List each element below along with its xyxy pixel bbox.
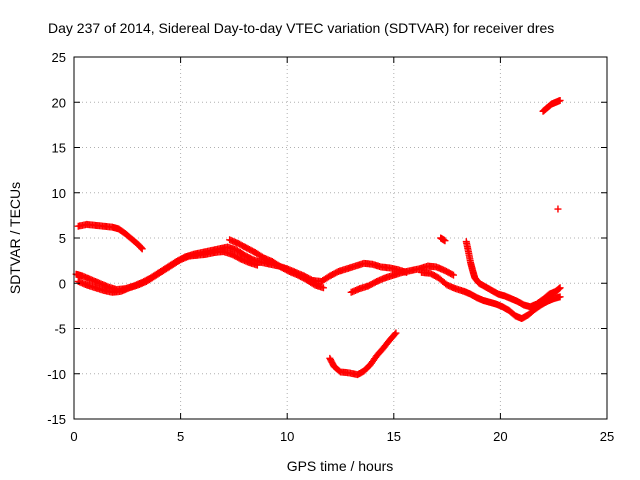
y-tick-label: 25 [52,50,66,65]
series-arc-7 [418,268,564,323]
x-tick-label: 15 [387,429,401,444]
y-axis-ticks: -15 -10 -5 0 5 10 15 20 25 [47,50,607,427]
data-point [391,330,399,338]
y-tick-label: 15 [52,141,66,156]
series-arc-4 [226,236,327,292]
y-tick-label: -15 [47,412,66,427]
data-point [319,284,327,292]
data-point [253,261,261,269]
x-tick-label: 0 [70,429,77,444]
grid [74,57,607,419]
x-tick-label: 20 [493,429,507,444]
x-tick-label: 10 [280,429,294,444]
x-tick-label: 25 [600,429,614,444]
series-arc-2 [74,248,261,296]
plot-frame [73,56,608,420]
data-point [554,205,562,213]
data-point [137,243,145,251]
x-tick-label: 5 [177,429,184,444]
y-tick-label: 0 [59,276,66,291]
data-point [138,244,146,252]
data-point [449,271,457,279]
data-point [138,245,146,253]
y-tick-label: -10 [47,367,66,382]
data-point [392,329,400,337]
y-tick-label: 5 [59,231,66,246]
series-arc-5 [326,329,400,379]
y-tick-label: -5 [54,322,66,337]
data-points [72,96,564,379]
x-axis-ticks: 0 5 10 15 20 25 [70,57,614,444]
data-point [448,270,456,278]
y-tick-label: 20 [52,95,66,110]
data-point [556,284,564,292]
data-point [441,237,449,245]
y-axis-label: SDTVAR / TECUs [7,182,23,294]
series-arc-9 [437,96,564,245]
series-arc-3 [74,220,146,253]
y-tick-label: 10 [52,186,66,201]
chart-title: Day 237 of 2014, Sidereal Day-to-day VTE… [48,20,554,36]
data-point [556,96,564,104]
series-arc-8 [462,238,564,311]
x-axis-label: GPS time / hours [287,458,394,474]
data-point [556,293,564,301]
series-arc-6 [347,262,457,296]
